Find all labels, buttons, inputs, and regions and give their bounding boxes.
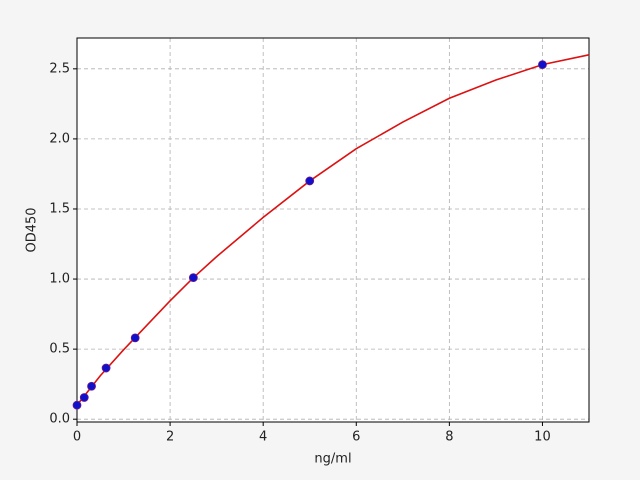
- data-point: [101, 363, 111, 373]
- y-axis-label: OD450: [25, 207, 40, 252]
- data-point: [538, 60, 547, 70]
- x-tick-label: 10: [534, 430, 551, 445]
- plot-area: [77, 38, 589, 422]
- x-tick-label: 0: [73, 430, 81, 445]
- fit-curve: [76, 54, 590, 406]
- x-axis-label: ng/ml: [314, 452, 351, 467]
- x-tick-label: 4: [259, 430, 267, 445]
- y-tick-label: 2.5: [49, 61, 70, 76]
- y-tick-label: 1.5: [49, 201, 70, 216]
- data-point: [305, 176, 315, 186]
- data-point: [188, 273, 198, 283]
- axes-frame: [76, 37, 590, 423]
- x-tick-label: 2: [166, 430, 174, 445]
- y-tick-label: 0.0: [49, 412, 70, 427]
- data-point: [79, 393, 89, 402]
- data-point: [130, 333, 140, 343]
- y-tick-label: 1.0: [49, 272, 70, 287]
- y-tick-label: 2.0: [49, 131, 70, 146]
- y-tick-label: 0.5: [49, 342, 70, 357]
- x-tick-label: 8: [445, 430, 453, 445]
- data-point: [72, 400, 82, 410]
- data-point: [87, 381, 96, 391]
- x-tick-label: 6: [352, 430, 360, 445]
